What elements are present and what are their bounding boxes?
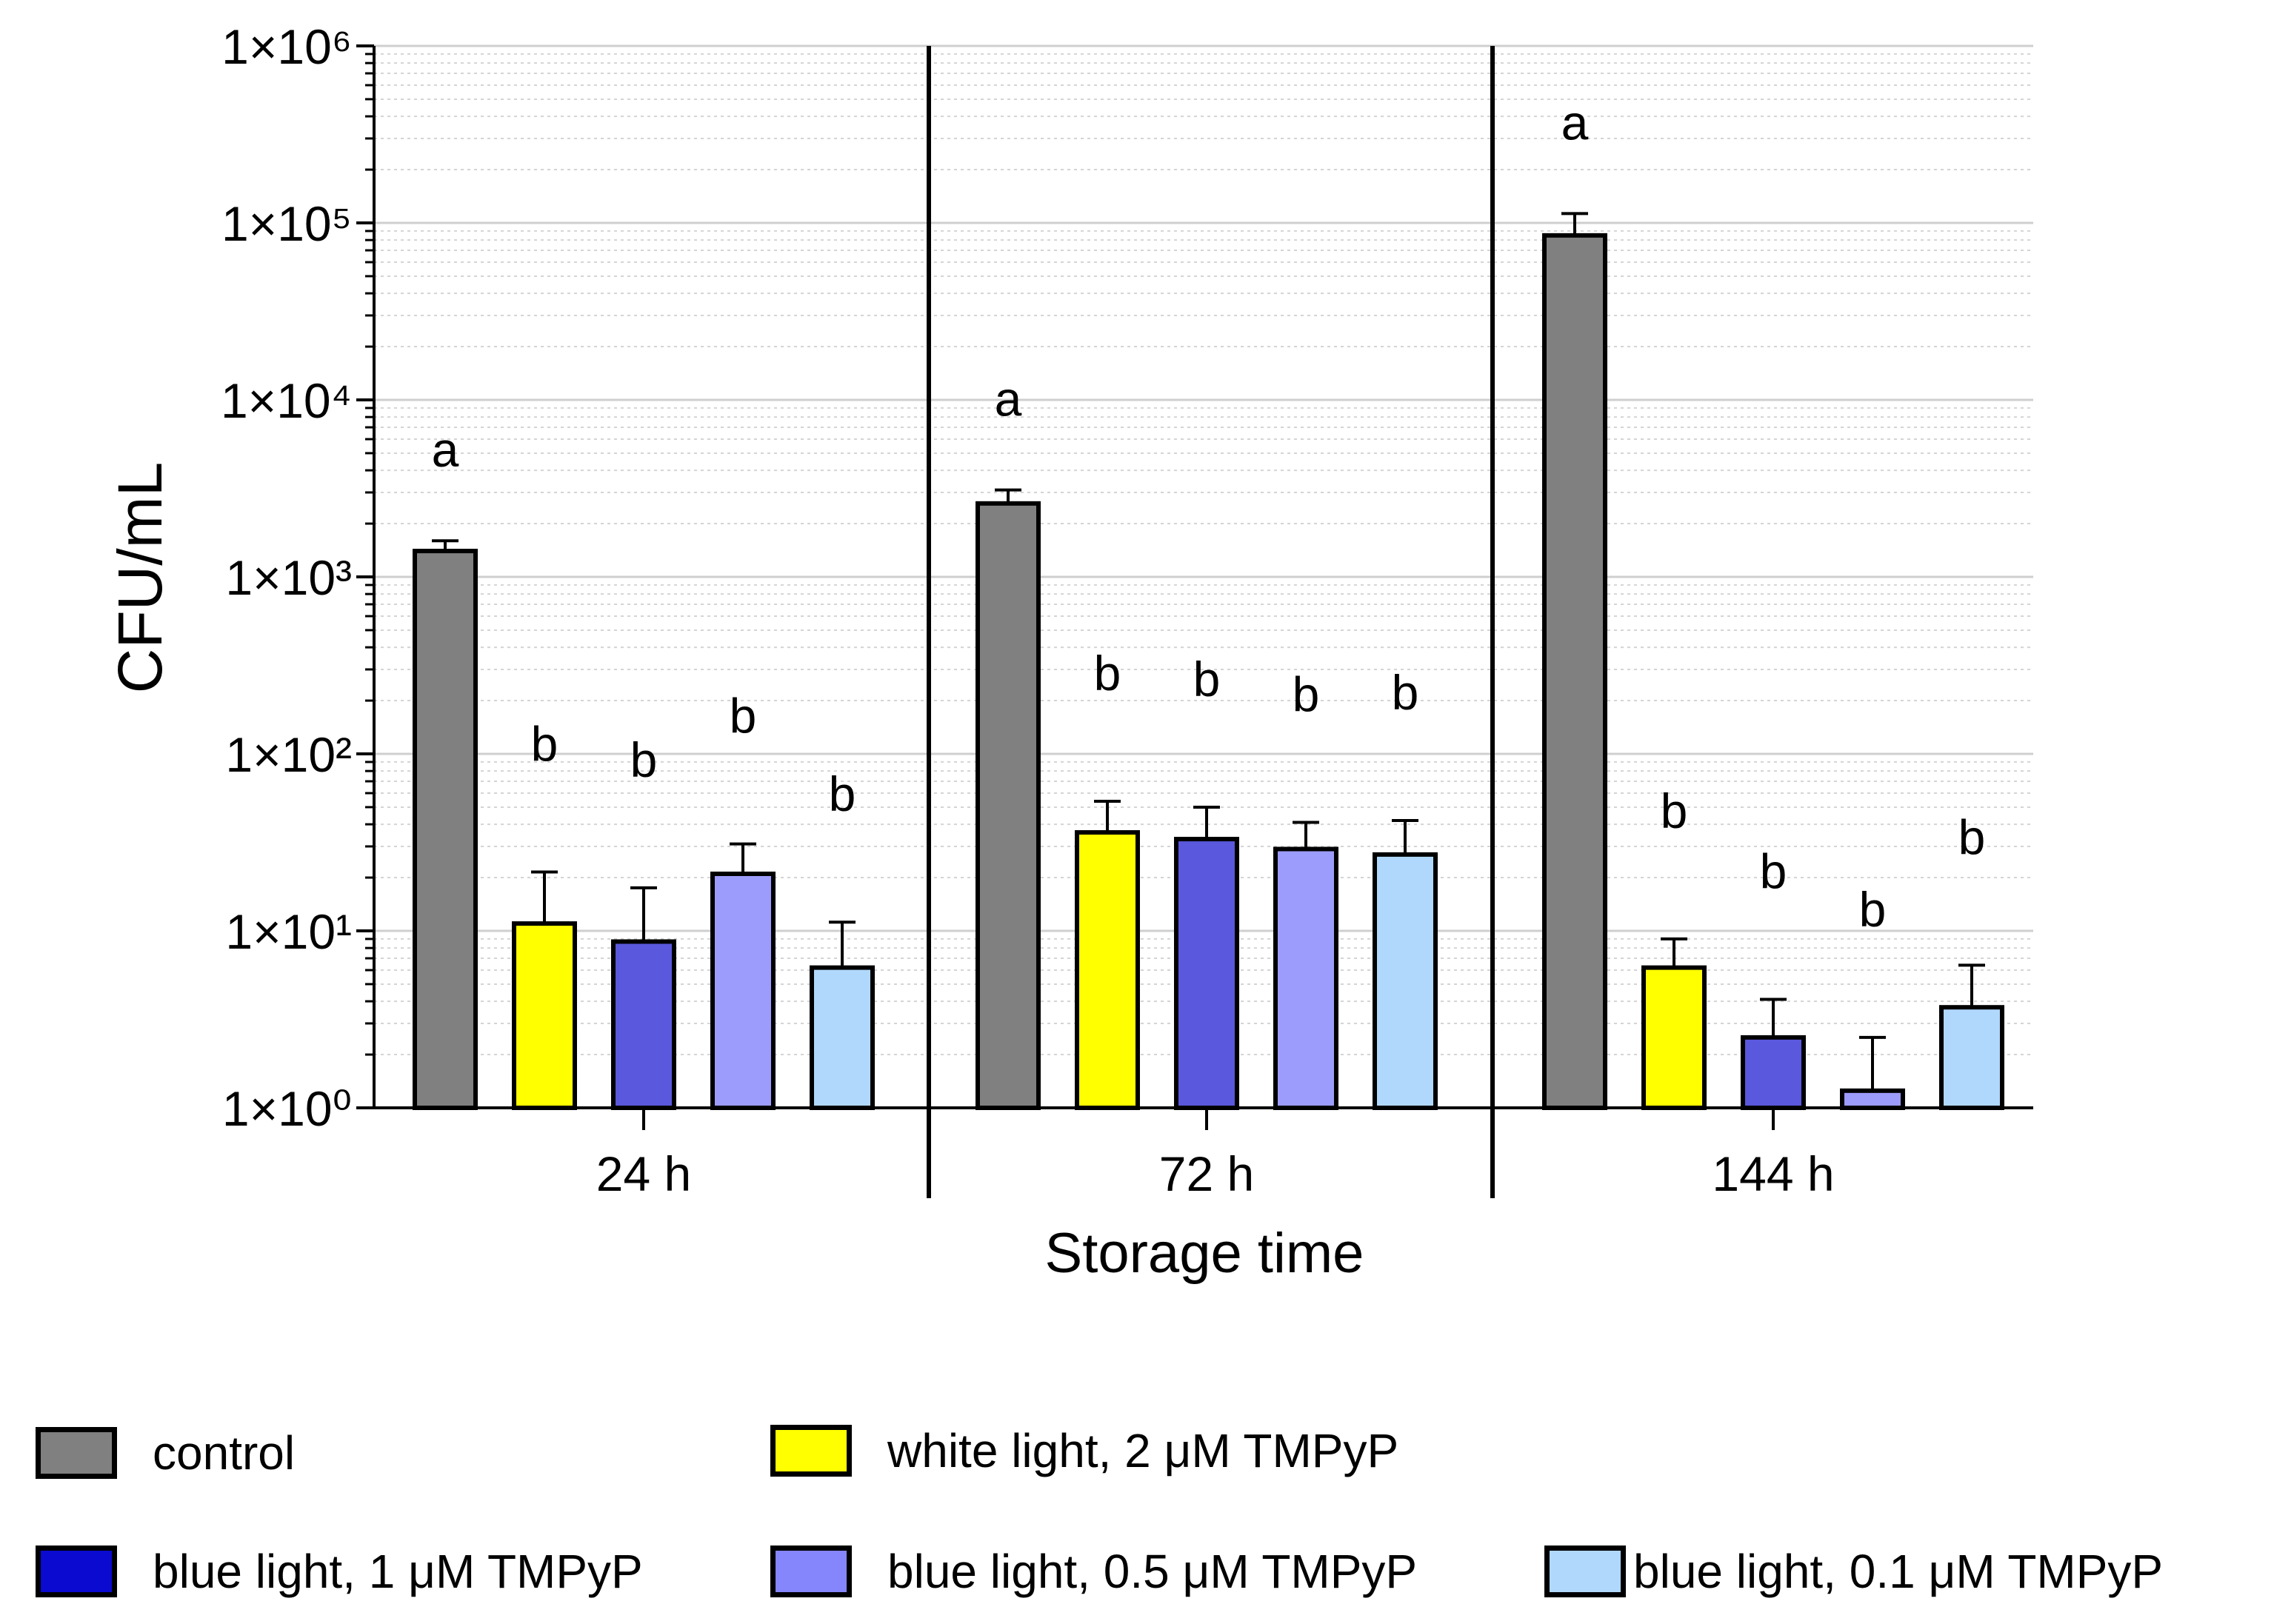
significance-letter: b bbox=[1661, 783, 1688, 838]
bar bbox=[976, 501, 1041, 1110]
x-tick-label: 72 h bbox=[1159, 1146, 1254, 1201]
bar bbox=[512, 921, 577, 1111]
bar bbox=[710, 871, 776, 1111]
x-tick-label: 24 h bbox=[596, 1146, 691, 1201]
significance-letter: b bbox=[630, 732, 658, 787]
y-tick-label: 1×10⁰ bbox=[222, 1081, 352, 1136]
significance-letter: b bbox=[1193, 652, 1221, 706]
bar bbox=[1741, 1035, 1806, 1110]
bar bbox=[413, 549, 478, 1110]
bar bbox=[1075, 830, 1140, 1110]
bar bbox=[1641, 965, 1707, 1111]
bars bbox=[413, 212, 2004, 1111]
significance-letter: b bbox=[1859, 882, 1887, 937]
significance-letter: b bbox=[1293, 667, 1320, 722]
bar bbox=[1840, 1088, 1905, 1110]
y-tick-label: 1×10⁴ bbox=[221, 373, 352, 428]
x-tick-label: 144 h bbox=[1712, 1146, 1834, 1201]
bar bbox=[1273, 846, 1338, 1111]
significance-letter: b bbox=[1958, 809, 1986, 864]
y-tick-label: 1×10⁵ bbox=[221, 196, 352, 251]
y-tick-label: 1×10¹ bbox=[225, 904, 352, 959]
significance-letter: b bbox=[1760, 844, 1787, 899]
significance-letter: b bbox=[829, 766, 856, 821]
y-tick-label: 1×10³ bbox=[225, 550, 352, 605]
x-axis-title: Storage time bbox=[1045, 1222, 1364, 1285]
bar bbox=[810, 965, 875, 1111]
significance-letter: a bbox=[1561, 95, 1589, 150]
significance-letter: b bbox=[1392, 665, 1419, 720]
y-tick-label: 1×10⁶ bbox=[221, 19, 352, 74]
y-ticks bbox=[356, 44, 1775, 1130]
bar bbox=[1373, 852, 1438, 1110]
bar bbox=[1542, 233, 1607, 1110]
significance-letter: a bbox=[432, 422, 459, 477]
significance-letter: b bbox=[531, 717, 558, 772]
significance-letter: b bbox=[730, 689, 757, 744]
significance-letter: a bbox=[995, 372, 1022, 427]
y-tick-label: 1×10² bbox=[225, 727, 352, 782]
bar bbox=[1939, 1005, 2004, 1111]
bar bbox=[1174, 837, 1239, 1111]
significance-letter: b bbox=[1094, 646, 1121, 701]
y-axis-title: CFU/mL bbox=[105, 462, 175, 694]
labels: Storage time CFU/mL 1×10⁰ 1×10¹ 1×10² 1×10³… bbox=[105, 19, 1985, 1285]
bar bbox=[611, 939, 676, 1111]
gridlines bbox=[374, 44, 2033, 1056]
